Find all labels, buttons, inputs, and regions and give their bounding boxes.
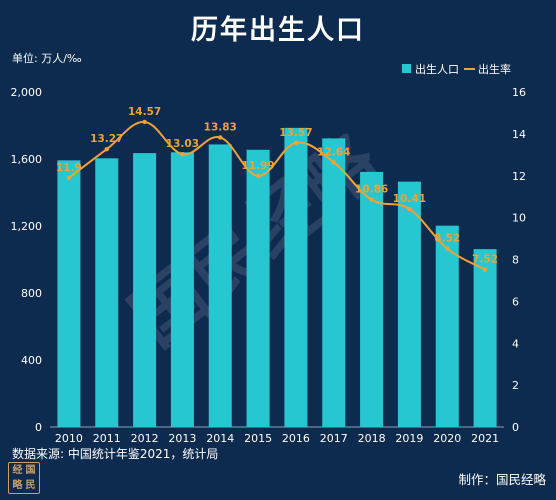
x-tick-label: 2018 (358, 432, 386, 445)
chart-title: 历年出生人口 (191, 15, 365, 46)
line-data-label: 10.86 (355, 184, 388, 196)
bar (397, 181, 421, 427)
line-series: 11.9 13.27 14.57 13.03 13.83 11.99 13.57 12.64 1… (56, 106, 498, 272)
y-right-tick-label: 8 (512, 254, 519, 267)
x-tick-label: 2010 (55, 432, 83, 445)
bar (170, 152, 194, 428)
bar (57, 160, 81, 427)
maker-credit: 制作：国民经略 (458, 472, 546, 487)
line-data-label: 13.57 (279, 127, 312, 139)
line-data-label: 13.83 (204, 121, 237, 133)
x-tick-label: 2013 (168, 432, 196, 445)
birth-rate-line (68, 120, 486, 271)
y-right-tick-label: 2 (512, 379, 519, 392)
line-point (331, 160, 336, 165)
logo-char: 民 (25, 479, 36, 491)
line-point (218, 135, 223, 140)
axes: 0 400 800 1,200 1,600 2,000 0 2 4 6 8 10 12 14 16 2010 2… (11, 86, 527, 445)
line-point (369, 197, 374, 202)
bar (133, 153, 157, 427)
y-right-tick-label: 6 (512, 295, 519, 308)
bar (435, 225, 459, 427)
line-point (293, 140, 299, 146)
line-point (407, 206, 412, 212)
y-right-tick-label: 10 (512, 212, 526, 225)
legend-bar-label: 出生人口 (415, 62, 459, 76)
logo-char: 国 (25, 464, 36, 476)
y-left-tick-label: 2,000 (11, 86, 43, 99)
line-data-label: 10.41 (393, 193, 426, 205)
brand-logo: 经 国 略 民 (8, 462, 40, 494)
bar-series (57, 127, 497, 428)
line-data-label: 13.03 (166, 138, 199, 150)
x-tick-label: 2012 (131, 432, 159, 445)
y-right-tick-label: 4 (512, 337, 519, 350)
legend-line-label: 出生率 (478, 62, 511, 76)
line-point (180, 151, 185, 157)
x-tick-label: 2017 (320, 432, 348, 445)
y-right-tick-label: 14 (512, 128, 526, 141)
line-point (445, 246, 450, 251)
line-point (66, 175, 72, 181)
x-tick-label: 2020 (433, 432, 461, 445)
line-data-label: 7.52 (472, 254, 498, 266)
y-right-tick-label: 16 (512, 86, 526, 99)
line-data-label: 11.9 (56, 162, 82, 174)
logo-char: 略 (12, 479, 23, 491)
line-data-label: 14.57 (128, 106, 161, 118)
bar (208, 144, 232, 428)
bar (246, 149, 270, 427)
y-left-tick-label: 0 (35, 421, 42, 434)
unit-label: 单位: 万人/‰ (12, 52, 82, 65)
line-point (482, 267, 488, 272)
bar (95, 158, 119, 427)
bar (284, 127, 308, 427)
line-point (255, 173, 261, 179)
line-point (142, 119, 147, 125)
line-data-label: 11.99 (241, 160, 274, 172)
y-left-tick-label: 800 (21, 287, 42, 300)
x-tick-label: 2019 (395, 432, 423, 445)
line-point (104, 146, 109, 152)
logo-char: 经 (12, 464, 23, 476)
bar (473, 249, 497, 427)
bar (360, 171, 384, 427)
y-right-tick-label: 12 (512, 170, 526, 183)
legend: 出生人口 出生率 (402, 62, 511, 76)
y-left-tick-label: 1,200 (11, 220, 43, 233)
line-data-label: 13.27 (90, 133, 123, 145)
x-tick-label: 2011 (93, 432, 121, 445)
bar (322, 138, 346, 427)
y-left-tick-label: 400 (21, 354, 42, 367)
y-right-tick-label: 0 (512, 421, 519, 434)
legend-bar-swatch (402, 64, 411, 73)
data-source: 数据来源: 中国统计年鉴2021，统计局 (12, 447, 219, 461)
y-left-tick-label: 1,600 (11, 153, 43, 166)
x-tick-label: 2014 (206, 432, 234, 445)
line-data-label: 8.52 (434, 233, 460, 245)
x-tick-label: 2016 (282, 432, 310, 445)
x-tick-label: 2021 (471, 432, 499, 445)
x-tick-label: 2015 (244, 432, 272, 445)
line-data-label: 12.64 (317, 146, 350, 158)
